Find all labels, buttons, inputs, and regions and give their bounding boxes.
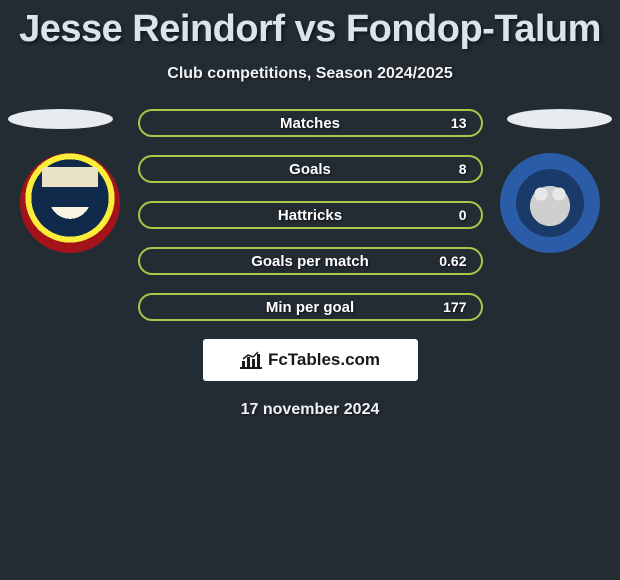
club-badge-left	[20, 153, 120, 253]
stat-label: Goals per match	[251, 253, 369, 270]
brand-text: FcTables.com	[268, 350, 380, 370]
stat-value: 8	[459, 161, 467, 177]
comparison-content: Matches 13 Goals 8 Hattricks 0 Goals per…	[0, 109, 620, 419]
stat-label: Matches	[280, 115, 340, 132]
stat-value: 177	[443, 299, 466, 315]
stat-value: 0.62	[439, 253, 466, 269]
stat-label: Hattricks	[278, 207, 342, 224]
date-label: 17 november 2024	[0, 401, 620, 419]
subtitle: Club competitions, Season 2024/2025	[0, 65, 620, 83]
comparison-title: Jesse Reindorf vs Fondop-Talum	[0, 0, 620, 51]
brand-box[interactable]: FcTables.com	[203, 339, 418, 381]
player-right-shadow	[507, 109, 612, 129]
stat-value: 13	[451, 115, 467, 131]
club-badge-left-inner	[42, 167, 98, 207]
stat-bar-goals: Goals 8	[138, 155, 483, 183]
player-left-shadow	[8, 109, 113, 129]
stat-value: 0	[459, 207, 467, 223]
stat-bar-matches: Matches 13	[138, 109, 483, 137]
stat-label: Min per goal	[266, 299, 354, 316]
stats-bars: Matches 13 Goals 8 Hattricks 0 Goals per…	[138, 109, 483, 321]
owl-icon	[520, 173, 580, 233]
stat-bar-min-per-goal: Min per goal 177	[138, 293, 483, 321]
chart-icon	[240, 351, 262, 369]
stat-bar-hattricks: Hattricks 0	[138, 201, 483, 229]
stat-bar-goals-per-match: Goals per match 0.62	[138, 247, 483, 275]
stat-label: Goals	[289, 161, 331, 178]
club-badge-right	[500, 153, 600, 253]
